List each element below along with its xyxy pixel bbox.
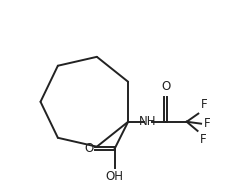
- Text: OH: OH: [106, 170, 124, 183]
- Text: F: F: [204, 117, 210, 130]
- Text: F: F: [200, 98, 207, 111]
- Text: F: F: [200, 133, 206, 146]
- Text: NH: NH: [138, 115, 156, 128]
- Text: O: O: [161, 80, 170, 93]
- Text: O: O: [84, 142, 93, 155]
